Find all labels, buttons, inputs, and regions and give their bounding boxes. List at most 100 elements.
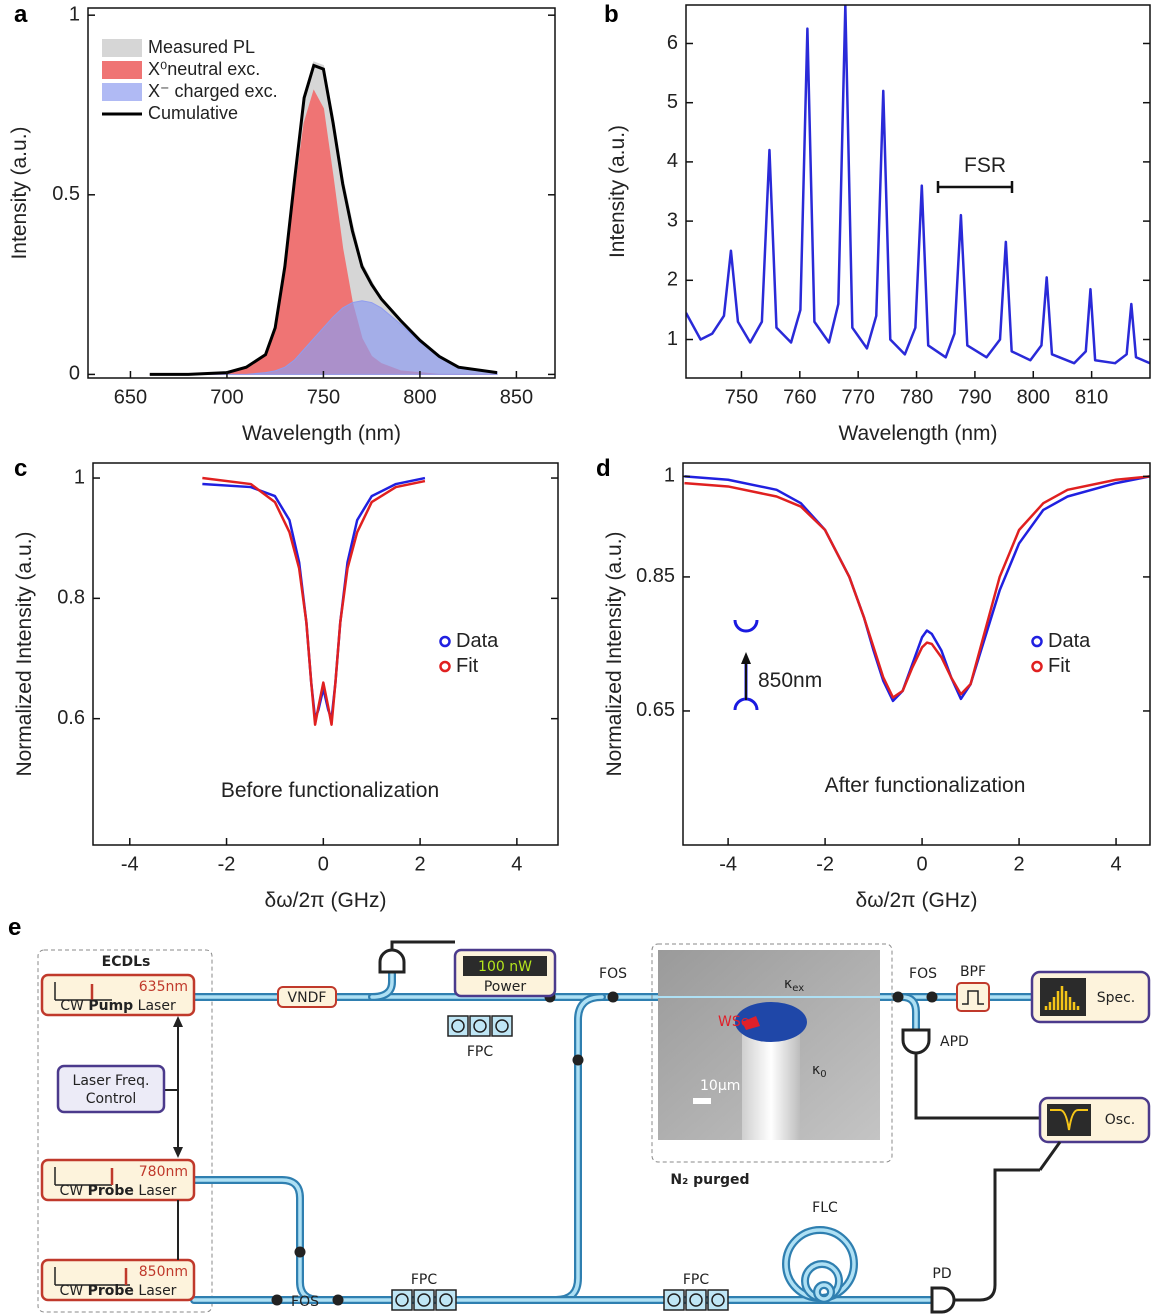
fpc-loop	[689, 1293, 703, 1307]
plot-area	[202, 476, 426, 726]
legend-swatch	[439, 635, 451, 648]
laser-box	[40, 973, 196, 1017]
fpc-loop	[451, 1019, 465, 1033]
spectrometer-label: Spec.	[1097, 990, 1136, 1006]
frame	[685, 4, 1151, 379]
fos-label: FOS	[291, 1294, 319, 1310]
x-tick-label: 800	[1017, 386, 1050, 408]
fsr-bracket	[936, 181, 1014, 193]
x-tick-label: 790	[958, 386, 991, 408]
wavelength: 850nm	[139, 1264, 188, 1280]
suffix: Laser	[138, 1283, 176, 1299]
power-reading: 100 nW	[478, 959, 532, 975]
prefix: CW	[60, 1283, 84, 1299]
legend-label: Data	[1048, 630, 1091, 652]
plot-area	[684, 475, 1150, 703]
x-tick-label: -4	[121, 853, 139, 875]
x-tick-label: 2	[1014, 853, 1025, 875]
suffix: Laser	[138, 998, 176, 1014]
icon-axes	[54, 1167, 112, 1186]
y-tick-label: 0.8	[57, 587, 85, 609]
prefix: CW	[60, 998, 84, 1014]
purge-box	[651, 943, 893, 1163]
y-tick-label: 2	[667, 269, 678, 291]
y-tick-label: 1	[664, 465, 675, 487]
bpf-box	[956, 982, 990, 1012]
kind: Probe	[88, 1283, 134, 1299]
legend-swatch	[102, 61, 142, 79]
legend-label: Cumulative	[148, 103, 238, 123]
wse2-flake	[742, 1016, 760, 1030]
ecdl-group-box	[37, 949, 213, 1313]
fpc-loop	[395, 1293, 409, 1307]
x-tick-label: -2	[816, 853, 834, 875]
fpc-loop	[495, 1019, 509, 1033]
y-tick-label: 1	[69, 3, 80, 25]
laser-label: CW Pump Laser	[60, 998, 176, 1014]
laser-box	[40, 1158, 196, 1202]
wavelength: 635nm	[139, 979, 188, 995]
legend-swatch	[102, 83, 142, 101]
laser-box	[40, 1258, 196, 1302]
setup-diagram: e ECDLs	[8, 914, 1151, 1314]
line	[686, 5, 1150, 365]
legend: Data Fit	[439, 630, 499, 677]
fpc-label: FPC	[467, 1044, 493, 1060]
y-axis-label: Normalized Intensity (a.u.)	[13, 531, 36, 776]
x-tick-label: 750	[725, 386, 758, 408]
fpc-label: FPC	[683, 1272, 709, 1288]
legend-swatch	[439, 660, 451, 673]
frame	[92, 462, 559, 846]
legend-label: Fit	[456, 655, 479, 677]
x-tick-label: 770	[841, 386, 874, 408]
y-axis-label: Intensity (a.u.)	[606, 125, 629, 258]
fpc-label: FPC	[411, 1272, 437, 1288]
x-tick-label: 800	[403, 386, 436, 408]
power-label: Power	[484, 979, 527, 995]
y-axis-label: Intensity (a.u.)	[8, 126, 31, 259]
y-tick-label: 1	[667, 328, 678, 350]
osc-icon	[1050, 1109, 1088, 1131]
legend-swatch	[102, 39, 142, 57]
prefix: CW	[60, 1183, 84, 1199]
x-tick-label: 4	[1110, 853, 1121, 875]
line	[684, 475, 1150, 703]
wire	[390, 940, 455, 950]
y-tick-label: 6	[667, 32, 678, 54]
pillar	[742, 1030, 800, 1140]
x-tick-label: 4	[511, 853, 522, 875]
detector	[378, 948, 406, 974]
disk	[735, 1002, 807, 1042]
freq-control-label: Laser Freq.	[73, 1073, 150, 1089]
suffix: Laser	[138, 1183, 176, 1199]
fiber-core	[900, 995, 918, 1032]
fos-label: FOS	[599, 966, 627, 982]
power-display	[463, 956, 547, 976]
dot	[892, 991, 904, 1003]
icon-axes	[54, 1267, 130, 1286]
icon-axes	[54, 982, 112, 1001]
chart: 1 2 3 4 5 6 750 760 770 780 790 800 810 Wavelength (n…	[604, 1, 1151, 445]
y-tick-label: 0.6	[57, 707, 85, 729]
panel-label: c	[14, 455, 27, 482]
annotation: After functionalization	[825, 774, 1026, 797]
x-tick-label: -4	[719, 853, 737, 875]
panel-label: a	[14, 1, 28, 28]
fpc	[391, 1015, 729, 1311]
wire	[955, 1168, 1040, 1302]
material-label: WSe₂	[718, 1014, 755, 1030]
y-axis-label: Normalized Intensity (a.u.)	[603, 531, 626, 776]
laser-label: CW Probe Laser	[60, 1183, 177, 1199]
fos-label: FOS	[909, 966, 937, 982]
fiber-core	[370, 970, 394, 999]
dot	[294, 1246, 306, 1258]
oscilloscope-label: Osc.	[1105, 1112, 1135, 1128]
x-axis-label: Wavelength (nm)	[242, 422, 401, 445]
legend: Data Fit	[1031, 630, 1091, 677]
line	[684, 475, 1150, 699]
freq-control-label: Control	[86, 1091, 137, 1107]
annotation: 850nm	[758, 669, 822, 692]
bpf-label: BPF	[960, 964, 986, 980]
